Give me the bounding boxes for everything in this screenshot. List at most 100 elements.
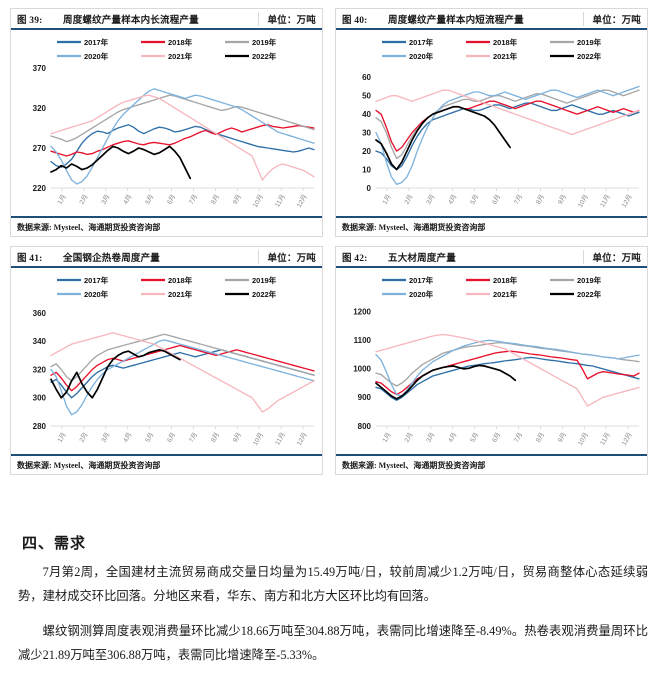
- legend-item-2017: 2017年: [382, 37, 434, 47]
- plot-area: 2017年 2018年 2019年 2020年 2021年 2022年 280 300 320 3…: [11, 268, 322, 454]
- x-tick-label: 10月: [576, 193, 590, 209]
- chart-source-note: 数据来源: Mysteel、海通期货投资咨询部: [336, 216, 647, 236]
- y-tick-label: 280: [33, 422, 47, 431]
- svg-text:2018年: 2018年: [493, 37, 518, 47]
- chart-card-fig42: 图 42: 五大材周度产量 单位：万吨 2017年 2018年 2019年 2020年 202…: [335, 246, 648, 475]
- chart-title: 周度螺纹产量样本内长流程产量: [63, 15, 199, 26]
- demand-paragraph-1: 7月第2周，全国建材主流贸易商成交量日均量为15.49万吨/日，较前周减少1.2…: [18, 565, 648, 604]
- series-line-2020年: [50, 88, 315, 185]
- chart-card-fig40: 图 40: 周度螺纹产量样本内短流程产量 单位：万吨 2017年 2018年 2019年 2…: [335, 8, 648, 237]
- chart-header: 图 41: 全国钢企热卷周度产量 单位：万吨: [11, 247, 322, 268]
- legend-item-2018: 2018年: [466, 275, 518, 285]
- chart-source-note: 数据来源: Mysteel、海通期货投资咨询部: [11, 454, 322, 474]
- series-line-2020年: [50, 339, 315, 416]
- series-line-2021年: [50, 332, 315, 413]
- x-tick-label: 11月: [598, 193, 612, 208]
- svg-text:2020年: 2020年: [84, 51, 109, 61]
- x-tick-label: 12月: [620, 193, 634, 209]
- series-line-2018年: [375, 100, 640, 152]
- y-tick-label: 1200: [353, 308, 371, 317]
- plot-area: 2017年 2018年 2019年 2020年 2021年 2022年 800 900 1000…: [336, 268, 647, 454]
- x-tick-label: 6月: [165, 431, 177, 444]
- x-tick-label: 7月: [512, 193, 524, 206]
- legend-item-2020: 2020年: [57, 289, 109, 299]
- svg-text:2018年: 2018年: [493, 275, 518, 285]
- y-tick-label: 270: [33, 144, 47, 153]
- x-tick-label: 3月: [100, 431, 112, 444]
- x-tick-label: 3月: [100, 193, 112, 206]
- x-tick-label: 8月: [209, 431, 221, 444]
- series-line-2018年: [375, 350, 640, 396]
- y-tick-label: 320: [33, 104, 47, 113]
- chart-source-note: 数据来源: Mysteel、海通期货投资咨询部: [11, 216, 322, 236]
- x-tick-label: 2月: [403, 431, 415, 444]
- svg-text:2022年: 2022年: [577, 51, 602, 61]
- svg-text:2017年: 2017年: [409, 37, 434, 47]
- chart-number: 图 41:: [17, 253, 43, 264]
- svg-text:2017年: 2017年: [84, 37, 109, 47]
- legend-item-2021: 2021年: [141, 51, 193, 61]
- svg-text:2022年: 2022年: [577, 289, 602, 299]
- chart-unit-label: 单位：万吨: [583, 11, 647, 26]
- chart-title: 全国钢企热卷周度产量: [63, 253, 161, 264]
- svg-text:2018年: 2018年: [168, 275, 193, 285]
- y-tick-label: 1100: [354, 336, 372, 345]
- x-tick-label: 7月: [512, 431, 524, 444]
- y-tick-label: 220: [33, 184, 47, 193]
- y-tick-label: 360: [33, 309, 47, 318]
- series-line-2022年: [50, 348, 181, 399]
- y-tick-label: 800: [358, 422, 372, 431]
- chart-number: 图 42:: [342, 253, 368, 264]
- legend-item-2018: 2018年: [466, 37, 518, 47]
- legend-item-2022: 2022年: [550, 51, 602, 61]
- x-tick-label: 5月: [143, 431, 155, 444]
- svg-text:2018年: 2018年: [168, 37, 193, 47]
- line-chart-fig40: 2017年 2018年 2019年 2020年 2021年 2022年 0 10 20 30 40 5…: [362, 37, 640, 209]
- legend-item-2019: 2019年: [225, 275, 277, 285]
- series-line-2020年: [375, 85, 640, 185]
- x-tick-label: 4月: [446, 193, 458, 206]
- legend-item-2020: 2020年: [382, 51, 434, 61]
- y-tick-label: 370: [33, 64, 47, 73]
- x-tick-label: 6月: [490, 431, 502, 444]
- svg-text:2022年: 2022年: [252, 289, 277, 299]
- section-heading: 四、需求: [22, 536, 87, 553]
- svg-text:2019年: 2019年: [577, 275, 602, 285]
- legend-item-2021: 2021年: [466, 289, 518, 299]
- series-line-2022年: [375, 364, 517, 400]
- svg-text:2020年: 2020年: [409, 289, 434, 299]
- series-line-2018年: [50, 124, 315, 157]
- chart-source-note: 数据来源: Mysteel、海通期货投资咨询部: [336, 454, 647, 474]
- x-tick-label: 10月: [576, 431, 590, 447]
- legend-item-2018: 2018年: [141, 275, 193, 285]
- x-tick-label: 3月: [425, 431, 437, 444]
- series-line-2019年: [50, 333, 315, 382]
- legend-item-2021: 2021年: [466, 51, 518, 61]
- y-tick-label: 300: [33, 394, 47, 403]
- y-tick-label: 10: [362, 165, 371, 174]
- y-tick-label: 60: [362, 73, 371, 82]
- series-line-2022年: [375, 105, 511, 171]
- x-tick-label: 9月: [231, 193, 243, 206]
- y-tick-label: 320: [33, 365, 47, 374]
- legend-item-2017: 2017年: [57, 37, 109, 47]
- x-tick-label: 1月: [56, 193, 68, 206]
- svg-text:2021年: 2021年: [493, 51, 518, 61]
- series-line-2018年: [50, 344, 315, 392]
- legend-item-2018: 2018年: [141, 37, 193, 47]
- x-tick-label: 1月: [381, 431, 393, 444]
- svg-text:2021年: 2021年: [493, 289, 518, 299]
- svg-text:2022年: 2022年: [252, 51, 277, 61]
- legend-item-2022: 2022年: [225, 289, 277, 299]
- chart-card-fig41: 图 41: 全国钢企热卷周度产量 单位：万吨 2017年 2018年 2019年 2020年…: [10, 246, 323, 475]
- y-tick-label: 1000: [353, 365, 371, 374]
- chart-unit-label: 单位：万吨: [258, 249, 322, 264]
- chart-title: 周度螺纹产量样本内短流程产量: [388, 15, 524, 26]
- x-tick-label: 6月: [165, 193, 177, 206]
- x-tick-label: 12月: [620, 431, 634, 447]
- x-tick-label: 11月: [598, 431, 612, 446]
- svg-text:2019年: 2019年: [252, 37, 277, 47]
- chart-title: 五大材周度产量: [388, 253, 456, 264]
- svg-text:2020年: 2020年: [409, 51, 434, 61]
- series-line-2017年: [50, 124, 315, 168]
